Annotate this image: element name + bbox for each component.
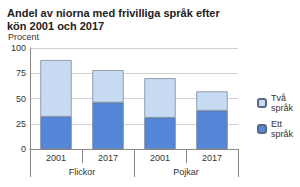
svg-text:kön 2001 och 2017: kön 2001 och 2017 <box>7 20 104 32</box>
svg-text:Ett: Ett <box>271 119 283 129</box>
svg-text:språk: språk <box>271 129 294 139</box>
svg-text:Pojkar: Pojkar <box>173 167 199 177</box>
svg-text:Procent: Procent <box>8 32 40 42</box>
svg-text:2001: 2001 <box>150 153 170 163</box>
svg-text:Två: Två <box>271 93 286 103</box>
svg-text:25: 25 <box>16 119 26 129</box>
svg-text:språk: språk <box>271 103 294 113</box>
svg-text:2017: 2017 <box>202 153 222 163</box>
svg-text:75: 75 <box>16 68 26 78</box>
svg-text:2001: 2001 <box>46 153 66 163</box>
svg-text:2017: 2017 <box>98 153 118 163</box>
svg-text:50: 50 <box>16 94 26 104</box>
svg-text:Andel av niorna med frivilliga: Andel av niorna med frivilliga språk eft… <box>7 7 223 19</box>
svg-text:0: 0 <box>21 144 26 154</box>
svg-text:Flickor: Flickor <box>69 167 96 177</box>
svg-text:100: 100 <box>11 43 26 53</box>
